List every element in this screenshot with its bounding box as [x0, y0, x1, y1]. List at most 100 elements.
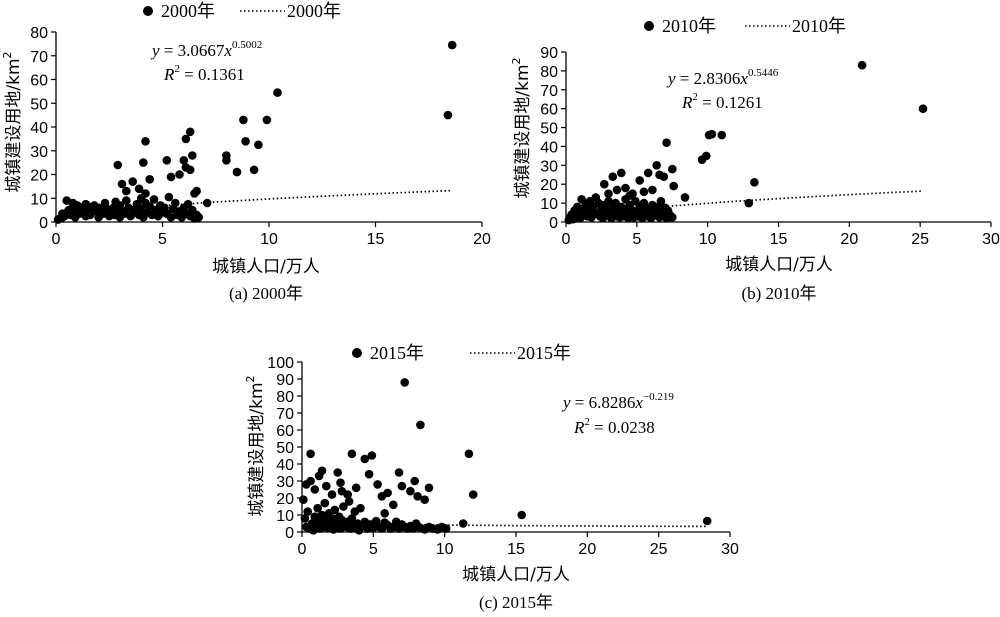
panel-a-data-point	[164, 192, 174, 202]
panel-c-data-point	[441, 524, 451, 533]
panel-c-equation-line: y = 6.8286x−0.219	[561, 391, 674, 412]
panel-c-data-point	[313, 503, 323, 513]
panel-b-y-tick-label: 20	[540, 177, 558, 194]
panel-c-y-tick-label: 50	[276, 440, 294, 457]
panel-b-legend-marker	[644, 21, 654, 31]
panel-c-data-point	[299, 495, 308, 505]
panel-b-r2: R2 = 0.1261	[681, 91, 763, 112]
panel-b-y-tick-label: 10	[540, 196, 558, 213]
panel-a-data-point	[194, 213, 203, 222]
panel-b-data-point	[702, 151, 711, 161]
panel-a-data-point	[175, 170, 184, 179]
panel-a-x-axis-label: 城镇人口/万人	[212, 257, 320, 277]
panel-a-data-point	[254, 140, 263, 150]
panel-b-x-axis-label: 城镇人口/万人	[725, 255, 833, 275]
panel-b-y-tick-label: 80	[540, 64, 558, 81]
panel-b-data-point	[612, 185, 622, 195]
panel-b-data-point	[680, 193, 690, 202]
panel-a-data-point	[179, 156, 189, 165]
panel-b-data-point	[668, 213, 677, 222]
panel-a-data-point	[153, 211, 163, 221]
panel-c-y-tick-label: 30	[276, 474, 294, 491]
panel-b-y-tick-label: 90	[540, 45, 558, 62]
panel-a-y-tick-label: 60	[30, 73, 48, 90]
panel-a-data-point	[262, 115, 272, 125]
panel-b-equation-line: y = 2.8306x0.5446	[666, 67, 779, 88]
panel-c-data-point	[424, 483, 434, 493]
panel-c-legend: 2015年 2015年	[352, 343, 571, 363]
panel-c-y-tick-label: 40	[276, 457, 294, 474]
panel-a-data-point	[232, 167, 242, 177]
panel-b-legend-points-label: 2010年	[662, 16, 716, 36]
panel-c-caption: (c) 2015年	[479, 593, 553, 612]
panel-b-2010: 2010年 2010年 y = 2.8306x0.5446 R2 = 0.126…	[510, 16, 1000, 303]
panel-c-2015: 2015年 2015年 y = 6.8286x−0.219 R2 = 0.023…	[244, 343, 739, 612]
panel-a-data-point	[128, 177, 137, 186]
panel-a-r2: R2 = 0.1361	[163, 63, 245, 84]
panel-b-data-point	[600, 179, 609, 189]
panel-c-y-tick-label: 0	[285, 525, 294, 542]
panel-a-legend-marker	[143, 6, 153, 16]
panel-a-data-point	[171, 198, 180, 208]
panel-a-y-tick-label: 50	[30, 96, 48, 113]
panel-c-y-axis-label: 城镇建设用地/km2	[244, 375, 267, 516]
panel-c-data-point	[373, 480, 382, 489]
panel-a-data-point	[145, 202, 154, 211]
panel-a-data-point	[139, 158, 148, 167]
panel-a-data-point	[113, 160, 123, 170]
panel-a-data-point	[64, 208, 74, 217]
panel-a-y-tick-label: 0	[39, 215, 48, 232]
panel-c-x-tick-label: 5	[369, 541, 378, 558]
panel-c-data-point	[410, 476, 420, 486]
panel-a-data-point	[122, 186, 131, 196]
panel-b-x-tick-label: 20	[840, 231, 858, 248]
panel-b-legend-fit-label: 2010年	[792, 16, 846, 36]
panel-a-x-tick-label: 15	[367, 231, 385, 248]
panel-c-data-point	[397, 481, 407, 491]
panel-c-data-point	[344, 497, 354, 506]
panel-c-data-point	[468, 490, 478, 499]
panel-a-data-point	[222, 151, 231, 160]
panel-a-data-point	[107, 210, 116, 220]
panel-b-data-point	[639, 187, 649, 197]
panel-c-data-point	[517, 510, 526, 520]
panel-b-x-tick-label: 0	[562, 231, 571, 248]
panel-b-y-tick-label: 30	[540, 158, 558, 175]
panel-a-data-point	[134, 184, 144, 194]
panel-b-data-point	[643, 168, 653, 178]
panel-c-x-tick-label: 20	[578, 541, 596, 558]
panel-c-legend-fit-label: 2015年	[517, 343, 571, 363]
panel-a-y-axis-label: 城镇建设用地/km2	[1, 51, 24, 192]
panel-b-data-point	[857, 60, 867, 70]
panel-b-data-point	[744, 198, 754, 208]
panel-c-legend-points-label: 2015年	[370, 343, 424, 363]
panel-b-equation: y = 2.8306x0.5446 R2 = 0.1261	[666, 67, 779, 112]
panel-c-x-axis-label: 城镇人口/万人	[462, 565, 570, 585]
panel-a-data-point	[192, 186, 201, 196]
panel-c-data-point	[434, 524, 444, 533]
panel-a-y-tick-label: 10	[30, 191, 48, 208]
panel-b-data-point	[750, 178, 759, 187]
panel-a-data-point	[145, 175, 154, 184]
panel-b-data-point	[604, 189, 613, 198]
panel-a-data-point	[185, 127, 195, 137]
panel-a-data-point	[81, 211, 91, 221]
panel-a-data-point	[166, 172, 176, 182]
panel-c-data-point	[464, 449, 474, 459]
panel-b-data-point	[668, 164, 677, 174]
panel-b-data-point	[717, 130, 727, 140]
panel-c-data-point	[339, 502, 348, 511]
panel-c-y-tick-label: 70	[276, 406, 294, 423]
panel-c-data-point	[336, 478, 345, 488]
panel-c-data-point	[702, 516, 712, 526]
panel-c-y-tick-label: 10	[276, 508, 294, 525]
panel-c-data-point	[356, 503, 365, 513]
panel-a-data-point	[188, 151, 197, 160]
panel-c-data-point	[364, 469, 374, 479]
panel-c-data-point	[347, 449, 357, 459]
panel-a-plot: 0 5 10 15 20 0 10 20 30 40 50 60 70 80	[30, 25, 491, 248]
panel-a-caption: (a) 2000年	[229, 284, 303, 303]
